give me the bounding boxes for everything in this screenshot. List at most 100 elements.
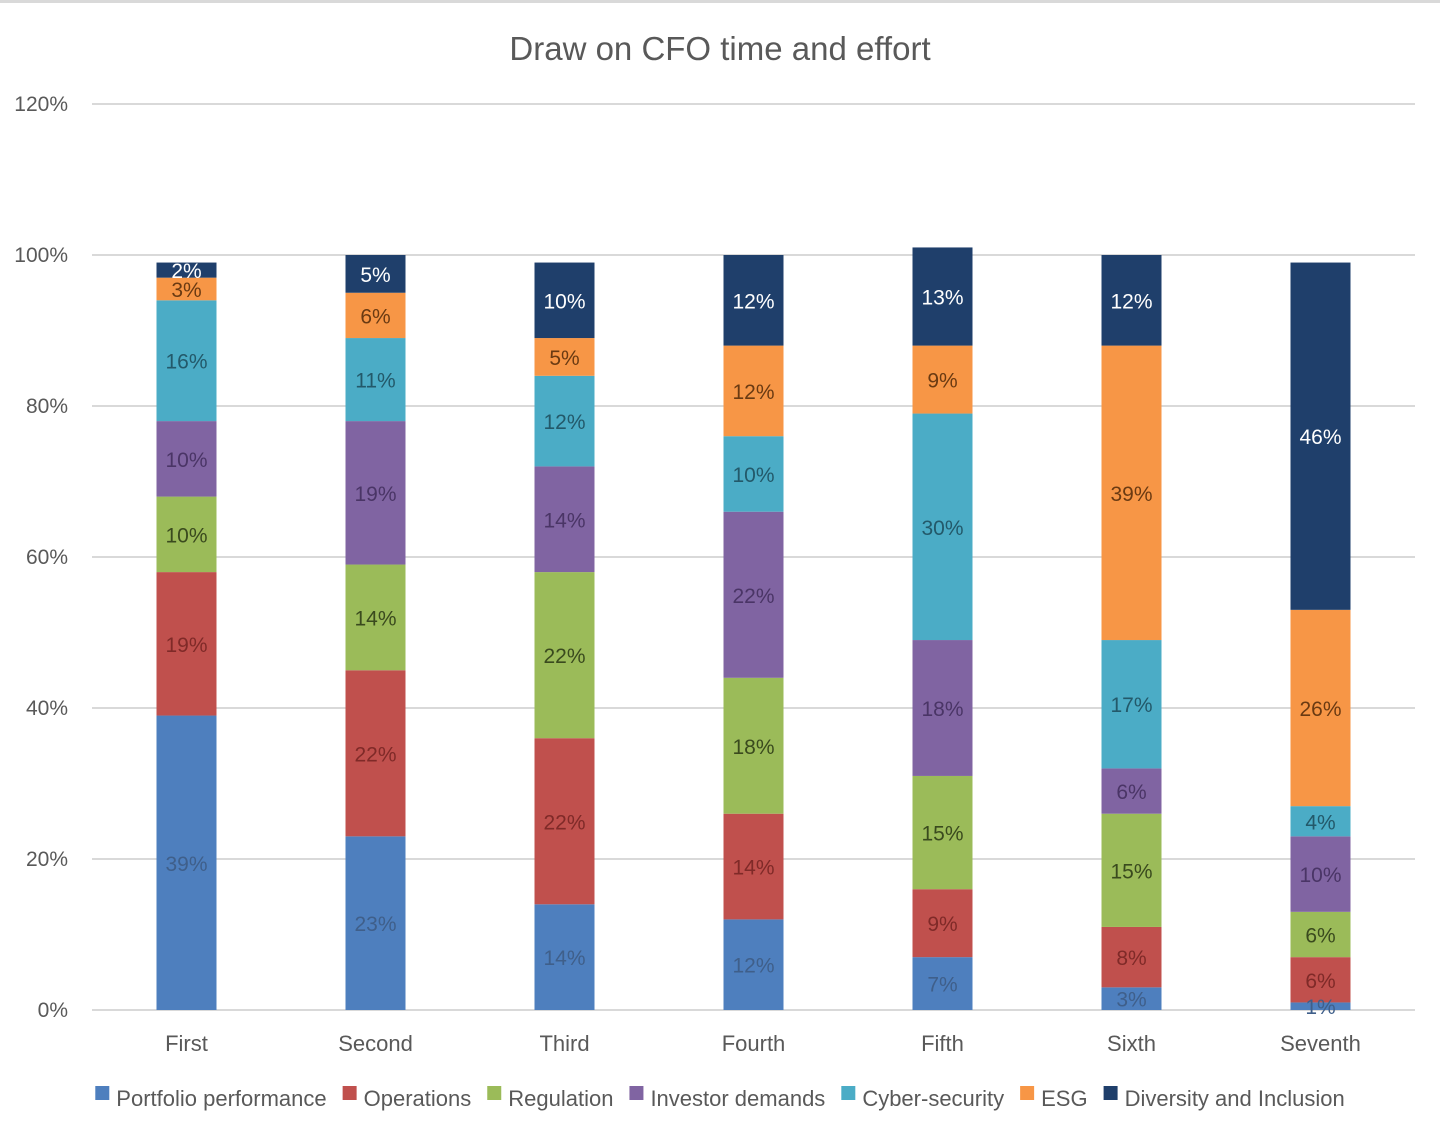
legend-swatch <box>1103 1086 1118 1100</box>
bar-segment <box>723 436 784 512</box>
bar-segment <box>912 640 973 776</box>
legend-item: ESG <box>1020 1086 1088 1111</box>
bar-segment <box>156 277 217 301</box>
legend: Portfolio performance Operations Regulatio… <box>95 1086 1345 1111</box>
legend-label: Regulation <box>508 1086 613 1111</box>
gridlines <box>92 103 1415 1011</box>
data-label: 10% <box>165 524 207 547</box>
legend-swatch <box>95 1086 110 1100</box>
data-label: 14% <box>354 607 396 630</box>
data-label: 10% <box>1299 864 1341 887</box>
legend-item: Portfolio performance <box>95 1086 327 1111</box>
x-category-label: First <box>165 1031 208 1056</box>
data-label: 22% <box>732 585 774 608</box>
bar-segment <box>912 345 973 414</box>
data-label: 10% <box>165 449 207 472</box>
data-label: 16% <box>165 351 207 374</box>
data-label: 39% <box>165 853 207 876</box>
data-label: 12% <box>732 290 774 313</box>
y-tick-label: 60% <box>26 546 68 569</box>
legend-label: Portfolio performance <box>116 1086 326 1111</box>
legend-label: Operations <box>364 1086 472 1111</box>
x-axis-categories: First Second Third Fourth Fifth Sixth Seventh <box>165 1031 1361 1056</box>
data-label: 5% <box>360 264 390 287</box>
legend-item: Cyber-security <box>841 1086 1004 1111</box>
data-label: 10% <box>732 464 774 487</box>
data-label: 13% <box>921 287 963 310</box>
bar-segment <box>1290 1002 1351 1010</box>
bar-segment <box>1290 957 1351 1003</box>
bar-segment <box>534 572 595 739</box>
bar-segment <box>1101 640 1162 769</box>
bar-segment <box>1290 609 1351 807</box>
data-label: 14% <box>543 509 585 532</box>
data-label: 6% <box>1305 925 1335 948</box>
y-tick-label: 20% <box>26 848 68 871</box>
x-category-label: Sixth <box>1107 1031 1156 1056</box>
data-label: 22% <box>543 645 585 668</box>
bar-segment <box>1101 987 1162 1010</box>
bar-segment <box>156 262 217 278</box>
data-label: 12% <box>1110 290 1152 313</box>
data-label: 23% <box>354 913 396 936</box>
legend-swatch <box>487 1086 502 1100</box>
legend-item: Investor demands <box>629 1086 825 1111</box>
bar-segment <box>1290 836 1351 912</box>
bar-segment <box>156 715 217 1010</box>
data-label: 6% <box>1305 970 1335 993</box>
bar-segment <box>912 957 973 1010</box>
bar-segment <box>1290 262 1351 610</box>
bar-segment <box>534 338 595 376</box>
data-label: 7% <box>927 974 957 997</box>
bar-segment <box>345 255 406 293</box>
data-label: 14% <box>543 947 585 970</box>
y-tick-label: 80% <box>26 395 68 418</box>
data-label: 5% <box>549 347 579 370</box>
legend-label: ESG <box>1041 1086 1087 1111</box>
data-label: 4% <box>1305 811 1335 834</box>
data-label: 3% <box>171 279 201 302</box>
bar-segment <box>1101 926 1162 988</box>
data-label: 46% <box>1299 426 1341 449</box>
data-label: 22% <box>543 811 585 834</box>
bar-segment <box>156 572 217 716</box>
bar-segment <box>534 466 595 573</box>
legend-swatch <box>1020 1086 1035 1100</box>
y-axis-ticks: 0% 20% 40% 60% 80% 100% 120% <box>14 93 68 1022</box>
bar-segment <box>1290 806 1351 837</box>
bar-segment <box>534 375 595 467</box>
bar-segment <box>912 413 973 641</box>
legend-label: Investor demands <box>650 1086 825 1111</box>
bar-segment <box>723 919 784 1010</box>
bar-segment <box>156 300 217 422</box>
data-label: 18% <box>732 736 774 759</box>
bar-segment <box>534 262 595 339</box>
data-label: 18% <box>921 698 963 721</box>
legend-swatch <box>629 1086 644 1100</box>
bar-segment <box>345 338 406 422</box>
bar-segment <box>345 836 406 1010</box>
bar-segment <box>723 511 784 678</box>
bars <box>156 247 1351 1010</box>
data-label: 22% <box>354 743 396 766</box>
data-label: 15% <box>921 823 963 846</box>
data-label: 6% <box>1116 781 1146 804</box>
bar-segment <box>156 496 217 573</box>
bar-segment <box>534 738 595 905</box>
data-label: 1% <box>1305 996 1335 1019</box>
bar-segment <box>912 889 973 958</box>
data-label: 2% <box>171 260 201 283</box>
x-category-label: Second <box>338 1031 413 1056</box>
data-label: 14% <box>732 857 774 880</box>
bar-segment <box>1101 255 1162 346</box>
bar-segment <box>345 292 406 339</box>
data-labels: 39%19%10%10%16%3%2%23%22%14%19%11%6%5%14… <box>165 260 1341 1019</box>
bar-segment <box>345 564 406 671</box>
bar-segment <box>345 670 406 837</box>
data-label: 3% <box>1116 989 1146 1012</box>
legend-label: Cyber-security <box>862 1086 1004 1111</box>
top-border <box>0 0 1440 3</box>
bar-segment <box>1101 768 1162 814</box>
